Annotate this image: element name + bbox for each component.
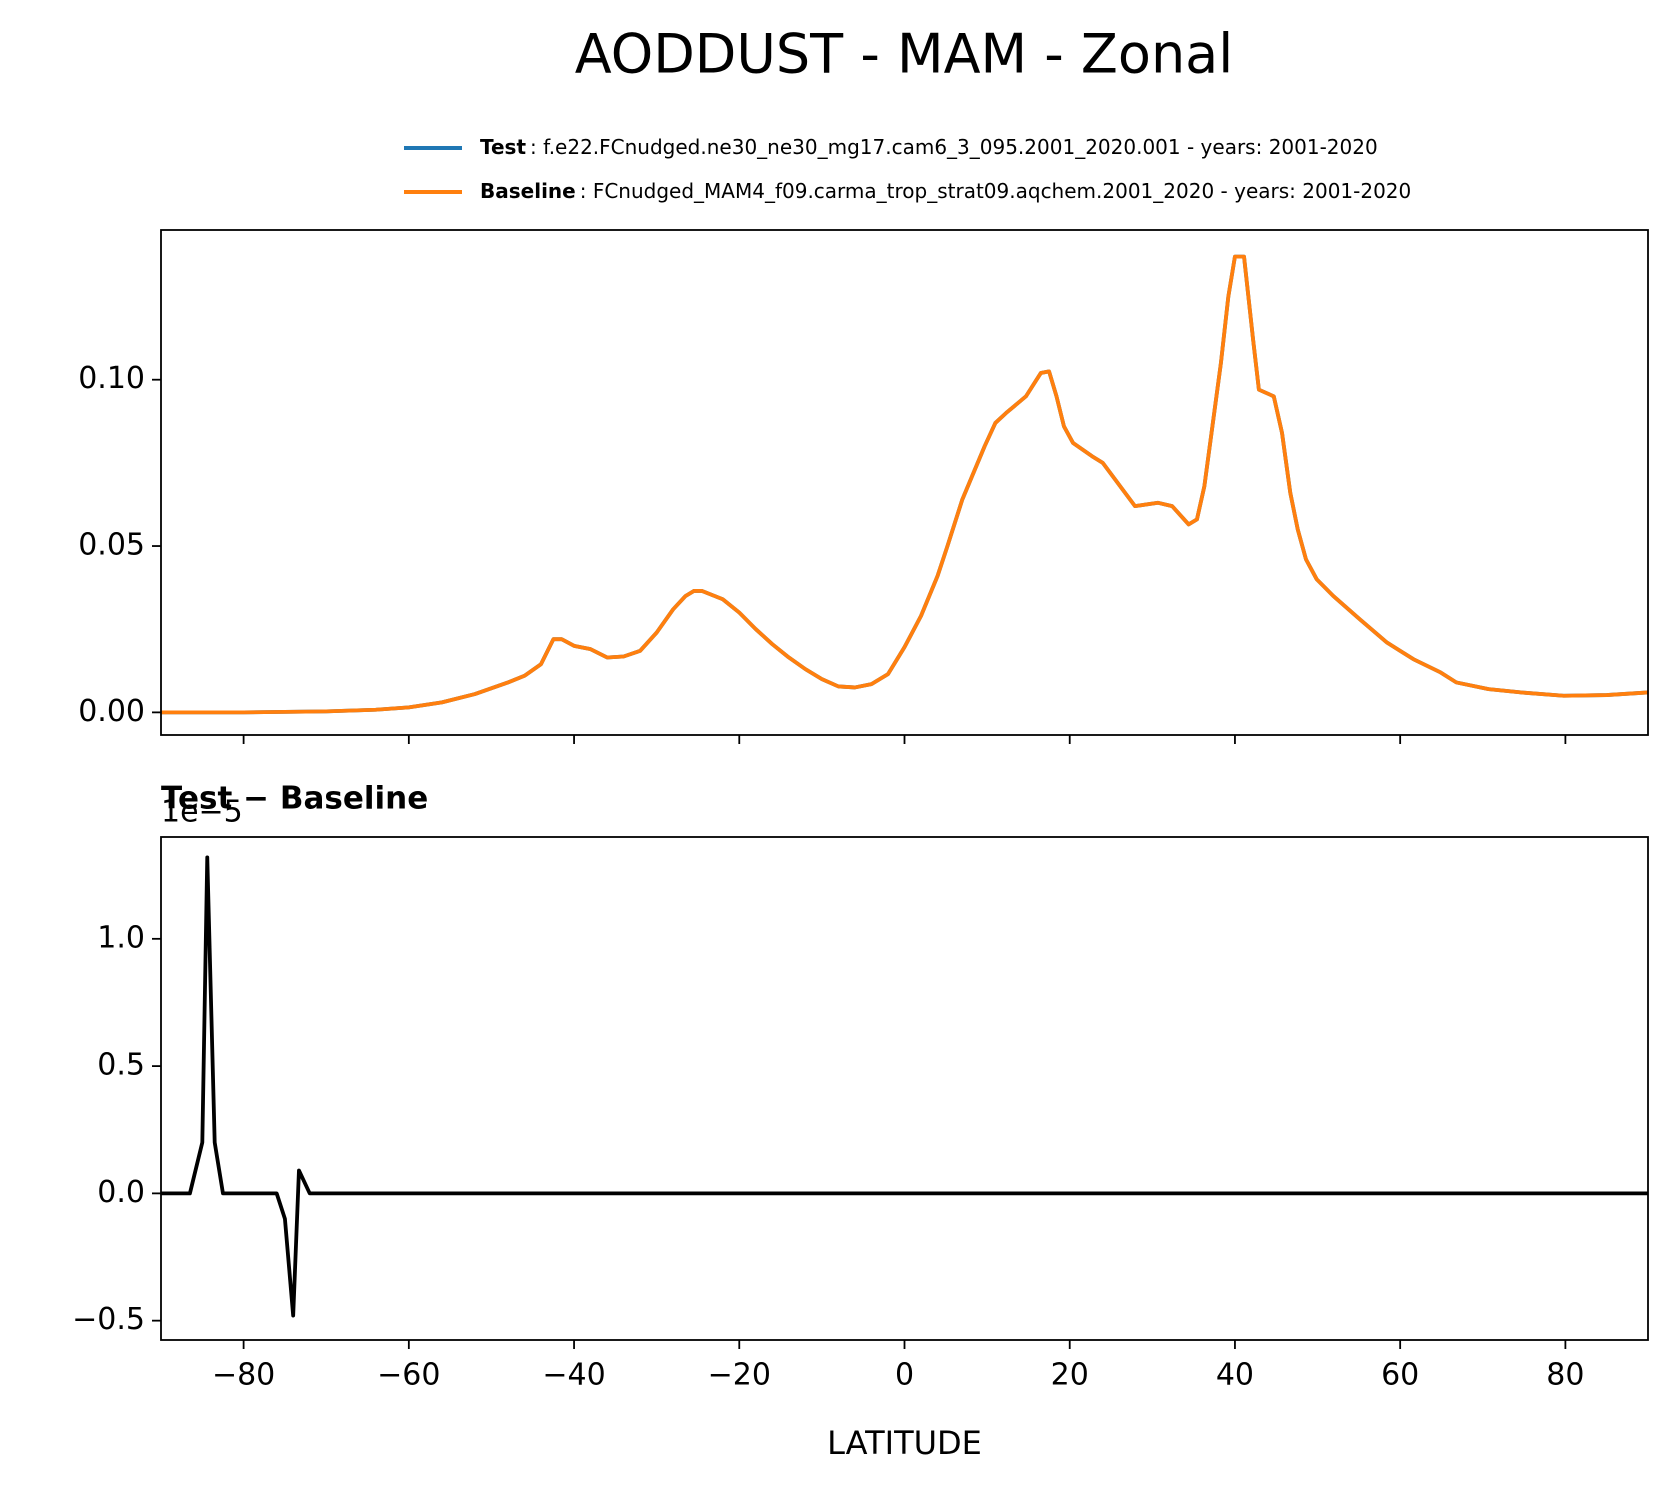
x-tick-label: 20	[1051, 1358, 1089, 1393]
x-tick-label: 40	[1216, 1358, 1254, 1393]
y-tick-label: 0.05	[78, 528, 145, 563]
offset-label: 1e−5	[161, 795, 243, 830]
legend-description: : FCnudged_MAM4_f09.carma_trop_strat09.a…	[580, 179, 1412, 203]
axes-frame	[160, 229, 1649, 736]
x-tick-label: −60	[377, 1358, 440, 1393]
x-tick-label: −80	[212, 1358, 275, 1393]
legend-name: Test	[480, 135, 526, 159]
x-tick-label: 60	[1381, 1358, 1419, 1393]
y-tick-label: 0.5	[97, 1048, 145, 1083]
legend-entry: Baseline: FCnudged_MAM4_f09.carma_trop_s…	[480, 179, 1411, 203]
x-axis-label: LATITUDE	[827, 1424, 982, 1462]
data-line	[161, 855, 1648, 1318]
axes-frame	[160, 836, 1649, 1341]
y-tick-label: 0.0	[97, 1175, 145, 1210]
x-tick-label: −20	[708, 1358, 771, 1393]
y-tick-label: −0.5	[72, 1302, 145, 1337]
y-tick-label: 0.10	[78, 361, 145, 396]
y-tick-label: 1.0	[97, 920, 145, 955]
x-tick-label: −40	[542, 1358, 605, 1393]
legend-description: : f.e22.FCnudged.ne30_ne30_mg17.cam6_3_0…	[530, 135, 1378, 159]
figure-title: AODDUST - MAM - Zonal	[575, 23, 1234, 86]
axes-title: Test − Baseline	[161, 781, 428, 817]
x-tick-label: 80	[1546, 1358, 1584, 1393]
x-tick-label: 0	[895, 1358, 914, 1393]
y-tick-label: 0.00	[78, 694, 145, 729]
data-line	[161, 254, 1648, 715]
legend-name: Baseline	[480, 179, 576, 203]
legend-entry: Test: f.e22.FCnudged.ne30_ne30_mg17.cam6…	[480, 135, 1378, 159]
